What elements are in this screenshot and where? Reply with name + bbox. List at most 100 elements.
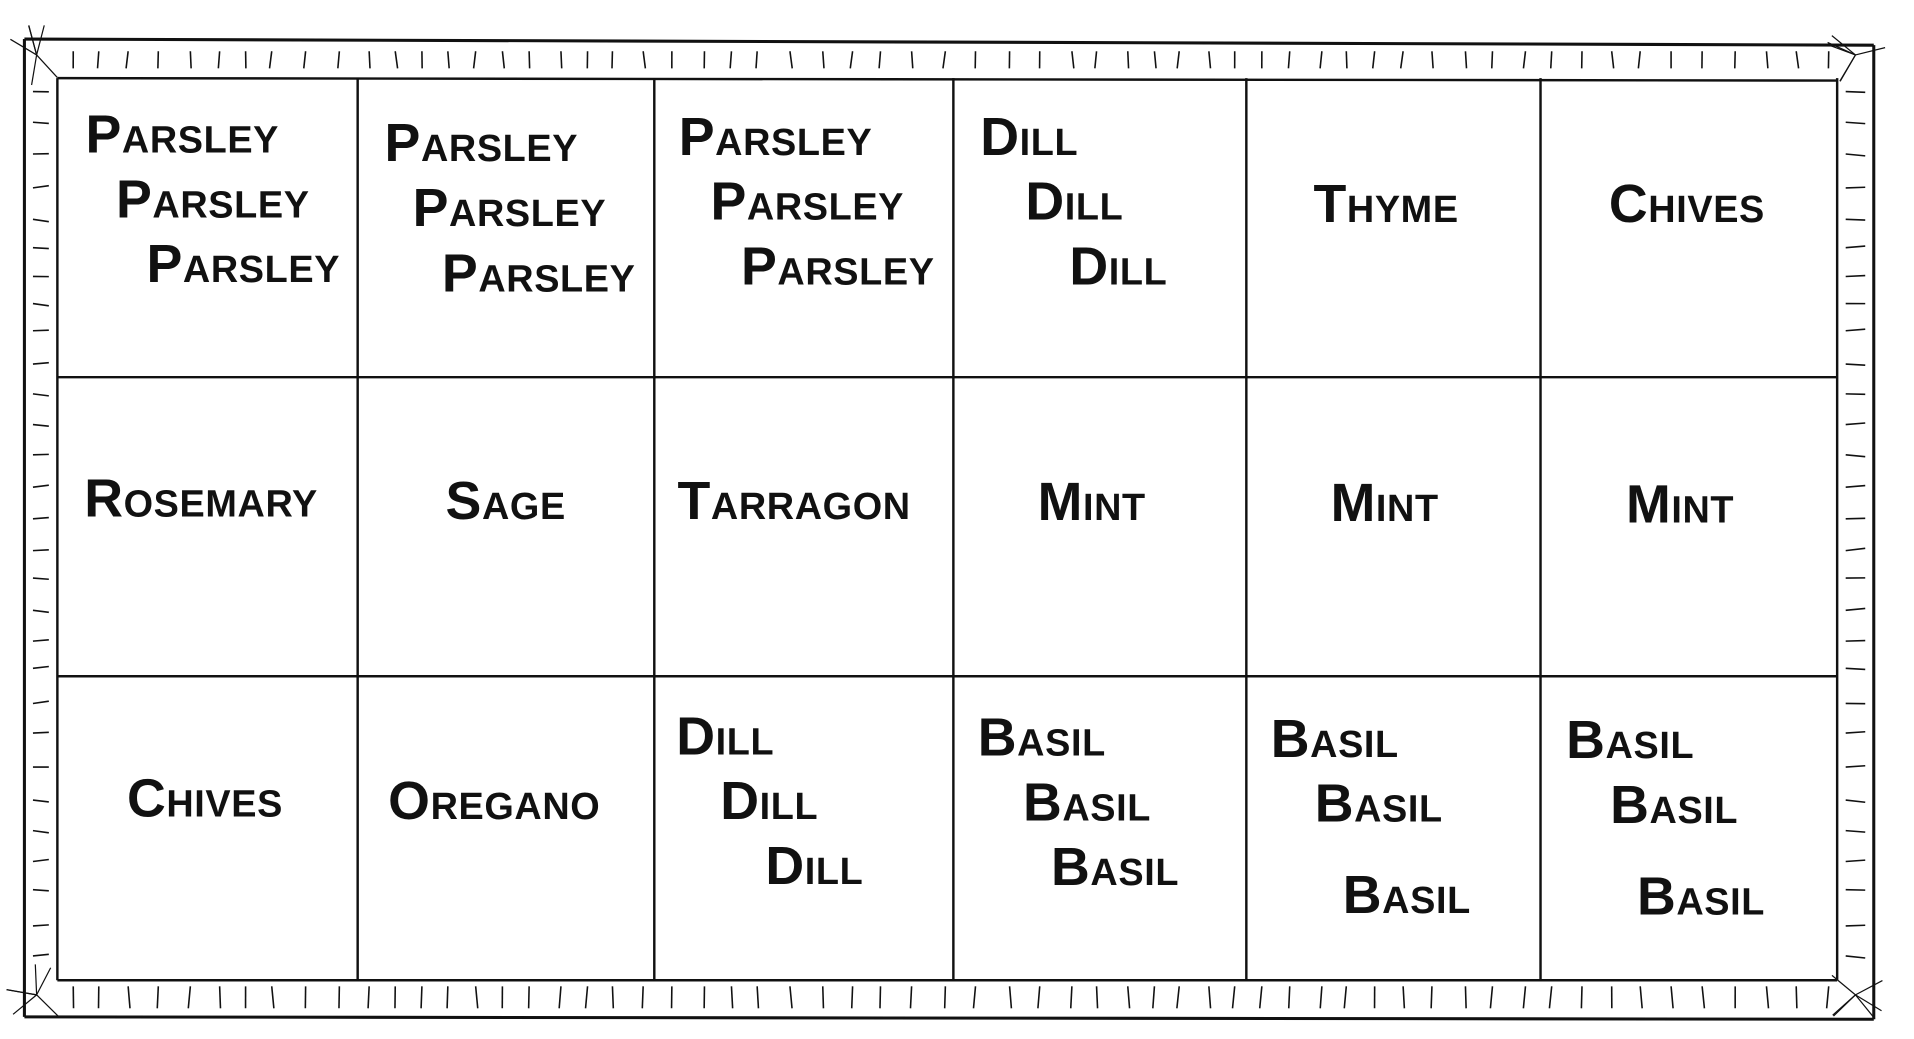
plant-label: Dill [980,107,1079,168]
frame-tick [943,986,947,1009]
frame-tick [1152,986,1156,1009]
frame-tick [821,986,825,1009]
corner-stroke [1855,994,1882,1012]
frame-tick [1095,986,1099,1009]
frame-tick [1845,274,1866,278]
plant-label: Parsley [384,113,579,174]
frame-tick [1845,90,1866,94]
frame-tick [1489,986,1494,1009]
frame-tick [1845,607,1866,612]
frame-tick [849,51,854,69]
frame-tick [1845,484,1866,488]
plant-label: Dill [676,706,775,767]
plant-label: Mint [1037,472,1146,533]
corner-stroke [36,25,45,56]
corner-stroke [6,989,37,996]
corner-stroke [36,967,52,996]
frame-tick [32,700,49,705]
frame-tick [32,829,49,834]
frame-tick [821,51,825,69]
plant-label: Dill [765,836,864,896]
frame-tick [1319,51,1323,69]
frame-tick [1765,986,1770,1009]
frame-tick [302,51,307,69]
plant-label: Basil [1270,709,1399,770]
frame-tick [1610,51,1615,69]
plant-label: Parsley [412,178,607,239]
frame-tick [32,799,49,803]
frame-tick [1845,799,1866,804]
frame-tick [641,986,644,1009]
corner-stroke [12,994,38,1015]
frame-tick [394,51,399,69]
frame-tick [447,51,450,69]
frame-tick [32,361,49,365]
corner-stroke [1831,35,1856,56]
frame-tick [1037,986,1041,1009]
frame-tick [910,51,914,69]
frame-tick [584,986,589,1009]
frame-tick [1845,639,1866,642]
frame-tick [942,51,947,69]
plant-label: Basil [1342,865,1471,926]
corner-stroke [1855,47,1886,56]
frame-tick [32,121,49,125]
frame-tick [501,51,506,69]
frame-tick [32,329,49,332]
plant-label: Parsley [678,107,873,168]
frame-tick [1670,986,1674,1009]
frame-tick [32,924,49,927]
frame-tick [1765,51,1769,69]
corner-stroke [1827,41,1856,56]
frame-tick [1464,51,1468,69]
frame-tick [32,423,49,427]
plant-label: Basil [1022,772,1151,833]
frame-tick [32,577,49,581]
frame-tick [1845,955,1866,959]
corner-stroke [36,54,58,78]
grid-line [57,76,1838,82]
frame-tick [1094,51,1098,69]
frame-tick [1845,186,1866,189]
plant-label: Oregano [388,771,601,832]
frame-tick [1845,667,1866,671]
frame-tick [1371,51,1376,69]
plant-label: Basil [977,708,1106,768]
frame-tick [1287,986,1291,1009]
plant-label: Chives [126,769,283,829]
corner-stroke [1854,994,1876,1019]
frame-tick [1845,245,1866,249]
frame-tick [1490,51,1494,69]
corner-stroke [1833,994,1856,1017]
frame-tick [879,986,882,1009]
frame-tick [611,986,615,1009]
frame-tick [337,51,341,69]
frame-tick [96,51,100,69]
frame-tick [32,218,49,223]
plant-label: Basil [1636,866,1765,927]
frame-tick [268,51,273,69]
frame-tick [1845,328,1866,332]
plant-label: Dill [720,771,819,832]
corner-stroke [30,54,38,86]
frame-tick [878,51,882,69]
frame-tick [1637,51,1642,69]
frame-tick [909,986,913,1009]
frame-tick [32,731,49,734]
plant-label: Basil [1566,710,1695,771]
frame-tick [1845,924,1866,927]
frame-tick [1639,986,1643,1009]
frame-tick [187,986,192,1009]
frame-tick [127,986,131,1009]
frame-tick [1845,363,1866,366]
frame-tick [270,986,275,1009]
plant-label: Parsley [146,234,341,295]
plant-label: Basil [1610,775,1739,835]
frame-tick [1845,121,1866,125]
plant-label: Thyme [1313,174,1459,235]
frame-tick [560,51,563,69]
frame-tick [1522,986,1527,1009]
corner-stroke [28,25,38,56]
frame-tick [32,393,49,397]
